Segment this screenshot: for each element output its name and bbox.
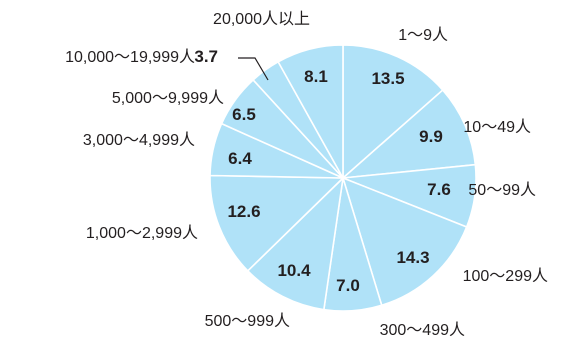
pie-slice-4 (341, 176, 468, 307)
category-label-9: 5,000～9,999人 (112, 89, 224, 107)
value-label-9: 6.5 (232, 105, 256, 124)
value-label-10: 3.7 (194, 47, 218, 66)
pie-slice-11 (277, 44, 344, 182)
category-labels: 1～9人 10～49人 50～99人 100～299人 300～499人 500～999人… (65, 10, 548, 339)
value-label-7: 12.6 (227, 202, 260, 221)
category-label-11: 20,000人以上 (213, 10, 310, 28)
pie-slice-1 (342, 44, 444, 180)
category-label-10: 10,000～19,999人 (65, 48, 195, 66)
category-label-6: 500～999人 (205, 312, 290, 330)
category-label-5: 300～499人 (380, 321, 465, 339)
category-label-7: 1,000～2,999人 (86, 224, 198, 242)
pie-slices (209, 44, 477, 312)
value-labels: 13.5 9.9 7.6 14.3 7.0 10.4 12.6 6.4 6.5 3.7 8.1 (194, 47, 450, 295)
value-label-3: 7.6 (427, 180, 451, 199)
value-label-11: 8.1 (304, 67, 328, 86)
category-label-1: 1～9人 (398, 26, 448, 44)
value-label-2: 9.9 (419, 127, 443, 146)
pie-slice-2 (340, 88, 477, 180)
category-label-3: 50～99人 (468, 181, 536, 199)
value-label-4: 14.3 (396, 248, 429, 267)
leader-line-10000-19999 (238, 57, 269, 81)
value-label-8: 6.4 (228, 149, 252, 168)
category-label-2: 10～49人 (463, 118, 531, 136)
value-label-5: 7.0 (336, 276, 360, 295)
category-label-8: 3,000～4,999人 (83, 131, 195, 149)
leader-lines (238, 57, 269, 81)
value-label-6: 10.4 (277, 261, 311, 280)
category-label-4: 100～299人 (463, 267, 548, 285)
value-label-1: 13.5 (371, 69, 404, 88)
pie-slice-7 (209, 174, 345, 272)
pie-slice-6 (246, 175, 345, 311)
